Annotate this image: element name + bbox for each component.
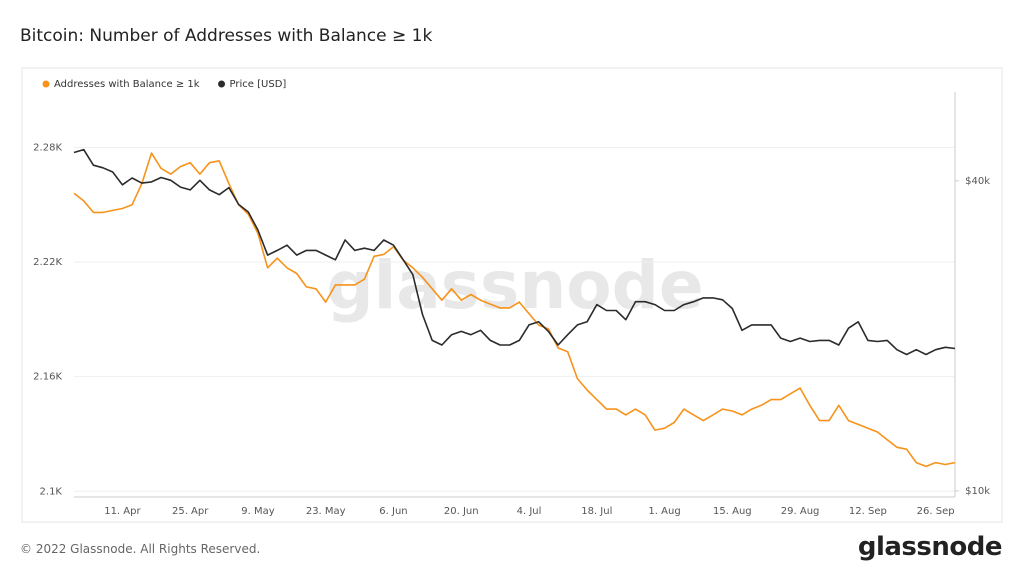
x-tick-label: 23. May	[306, 506, 346, 517]
x-tick-label: 4. Jul	[517, 506, 542, 517]
y-tick-label: 2.28K	[33, 142, 62, 153]
legend-marker	[42, 80, 50, 88]
chart-frame	[21, 67, 1003, 523]
watermark: glassnode	[326, 247, 703, 324]
x-tick-label: 15. Aug	[713, 506, 752, 517]
x-tick-label: 20. Jun	[444, 506, 479, 517]
copyright: © 2022 Glassnode. All Rights Reserved.	[20, 542, 261, 556]
y-tick-label: 2.22K	[33, 257, 62, 268]
legend-marker	[218, 80, 226, 88]
x-tick-label: 29. Aug	[781, 506, 820, 517]
x-tick-label: 6. Jun	[379, 506, 407, 517]
series-line	[73, 152, 956, 468]
y-tick-label: 2.16K	[33, 372, 62, 383]
logo: glassnode	[857, 532, 1003, 562]
x-tick-label: 11. Apr	[104, 506, 141, 517]
y-tick-label: 2.1K	[40, 486, 63, 497]
x-tick-label: 26. Sep	[917, 506, 955, 517]
page-title: Bitcoin: Number of Addresses with Balanc…	[20, 26, 433, 46]
x-tick-label: 1. Aug	[648, 506, 680, 517]
x-tick-label: 18. Jul	[581, 506, 612, 517]
x-tick-label: 25. Apr	[172, 506, 209, 517]
y2-tick-label: $10k	[965, 486, 990, 497]
legend-label: Price [USD]	[230, 79, 287, 90]
x-tick-label: 9. May	[241, 506, 274, 517]
x-tick-label: 12. Sep	[849, 506, 887, 517]
y2-tick-label: $40k	[965, 176, 990, 187]
legend-label: Addresses with Balance ≥ 1k	[54, 79, 200, 90]
series-line	[73, 148, 956, 356]
